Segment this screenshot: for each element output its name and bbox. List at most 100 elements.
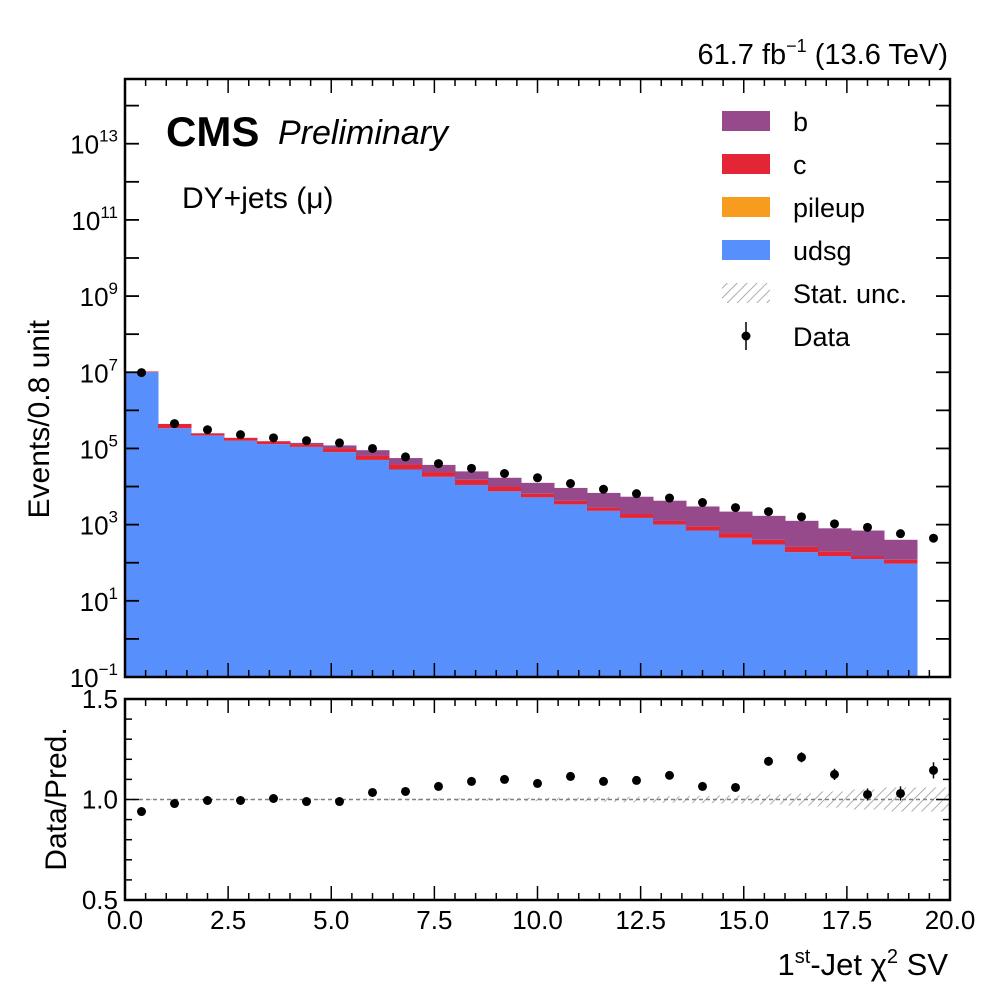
y-tick-label-3: 105 [80, 431, 118, 464]
bar-c-3 [224, 437, 258, 441]
bar-udsg-12 [521, 497, 555, 677]
bar-c-12 [521, 493, 555, 498]
legend-marker-data [741, 331, 751, 341]
x-tick-label-3: 7.5 [416, 905, 452, 935]
legend-label-4: Stat. unc. [793, 279, 907, 309]
bar-udsg-5 [290, 446, 324, 677]
stacked-histograms [125, 371, 918, 677]
ratio-point-8 [401, 786, 410, 796]
ratio-point-16 [665, 770, 674, 780]
ratio-point-24 [929, 765, 938, 775]
bar-b-18 [719, 511, 753, 534]
bar-c-22 [851, 556, 885, 560]
ratio-point-11 [500, 774, 509, 784]
ratio-point-15 [632, 775, 641, 785]
ratio-y-tick-label-2: 1.5 [82, 684, 118, 714]
ratio-y-tick-label-1: 1.0 [82, 785, 118, 815]
ratio-point-14 [599, 776, 608, 786]
bar-b-9 [422, 464, 456, 473]
data-point-7 [368, 443, 377, 453]
data-point-16 [665, 493, 674, 503]
data-point-1 [170, 419, 179, 429]
bar-udsg-17 [686, 530, 720, 677]
bar-udsg-10 [455, 484, 489, 677]
bar-udsg-1 [158, 428, 192, 677]
ratio-point-23 [896, 788, 905, 798]
bar-b-17 [686, 506, 720, 527]
bar-c-17 [686, 526, 720, 531]
legend-label-0: b [793, 107, 808, 137]
main-y-axis-label: Events/0.8 unit [23, 319, 56, 518]
bar-udsg-13 [554, 504, 588, 677]
ratio-point-3 [236, 796, 245, 806]
data-point-10 [467, 463, 476, 473]
ratio-point-5 [302, 797, 311, 807]
bar-udsg-20 [785, 552, 819, 677]
data-point-2 [203, 425, 212, 435]
data-point-15 [632, 489, 641, 499]
y-tick-label-1: 101 [80, 584, 118, 617]
ratio-unc-bin-19 [752, 794, 785, 805]
ratio-point-9 [434, 781, 443, 791]
bar-c-9 [422, 472, 456, 477]
bar-c-15 [620, 514, 654, 518]
ratio-point-0 [137, 807, 146, 817]
ratio-point-22 [863, 789, 872, 799]
ratio-unc-bin-13 [554, 797, 587, 802]
bar-udsg-4 [257, 444, 291, 677]
main-frame [123, 77, 952, 679]
main-panel: 10−1 101 103 105 107 109 1011 1013 CMS Prelimin… [23, 77, 952, 693]
data-point-6 [335, 438, 344, 448]
data-point-11 [500, 468, 509, 478]
y-tick-label-6: 1011 [71, 203, 118, 236]
ratio-y-axis-label: Data/Pred. [40, 727, 73, 870]
ratio-unc-bin-20 [785, 793, 818, 806]
bar-b-19 [752, 515, 786, 540]
x-tick-label-6: 15.0 [718, 905, 769, 935]
bar-c-21 [818, 551, 852, 557]
ratio-panel: 0.0 2.5 5.0 7.5 10.0 12.5 15.0 17.5 20.0 0.5 1.0 1.… [40, 684, 975, 982]
ratio-point-17 [698, 781, 707, 791]
bar-c-16 [653, 520, 687, 525]
data-point-20 [797, 512, 806, 522]
bar-udsg-7 [356, 459, 390, 677]
bar-c-4 [257, 441, 291, 445]
bar-c-18 [719, 533, 753, 538]
bar-udsg-16 [653, 524, 687, 677]
x-axis-label: 1st-Jet χ2 SV [778, 946, 949, 982]
bar-b-20 [785, 520, 819, 547]
luminosity-label: 61.7 fb−1 (13.6 TeV) [697, 36, 948, 71]
ratio-point-7 [368, 787, 377, 797]
bar-udsg-14 [587, 510, 621, 677]
bar-c-14 [587, 507, 621, 511]
ratio-unc-bin-12 [521, 797, 554, 802]
ratio-y-tick-label-0: 0.5 [82, 885, 118, 915]
bar-udsg-19 [752, 544, 786, 677]
bar-c-10 [455, 479, 489, 485]
x-tick-label-0: 0.0 [107, 905, 143, 935]
bar-b-10 [455, 471, 489, 480]
bar-b-14 [587, 492, 621, 508]
bar-c-7 [356, 455, 390, 460]
bar-udsg-9 [422, 476, 456, 677]
legend-label-5: Data [793, 322, 851, 352]
ratio-point-19 [764, 756, 773, 766]
legend: bc pileup udsg Stat. unc. Data [722, 107, 907, 352]
ratio-point-20 [797, 752, 806, 762]
x-tick-label-5: 12.5 [615, 905, 666, 935]
x-tick-label-2: 5.0 [313, 905, 349, 935]
bar-c-13 [554, 500, 588, 505]
data-point-3 [236, 430, 245, 440]
ratio-point-18 [731, 782, 740, 792]
bar-c-8 [389, 464, 423, 470]
x-tick-label-8: 20.0 [925, 905, 976, 935]
data-point-5 [302, 436, 311, 446]
data-point-13 [566, 479, 575, 489]
bar-udsg-21 [818, 556, 852, 677]
bar-c-11 [488, 486, 522, 492]
bar-b-21 [818, 528, 852, 552]
x-tick-label-7: 17.5 [822, 905, 873, 935]
bar-udsg-6 [323, 452, 357, 677]
y-tick-label-5: 109 [80, 279, 118, 312]
